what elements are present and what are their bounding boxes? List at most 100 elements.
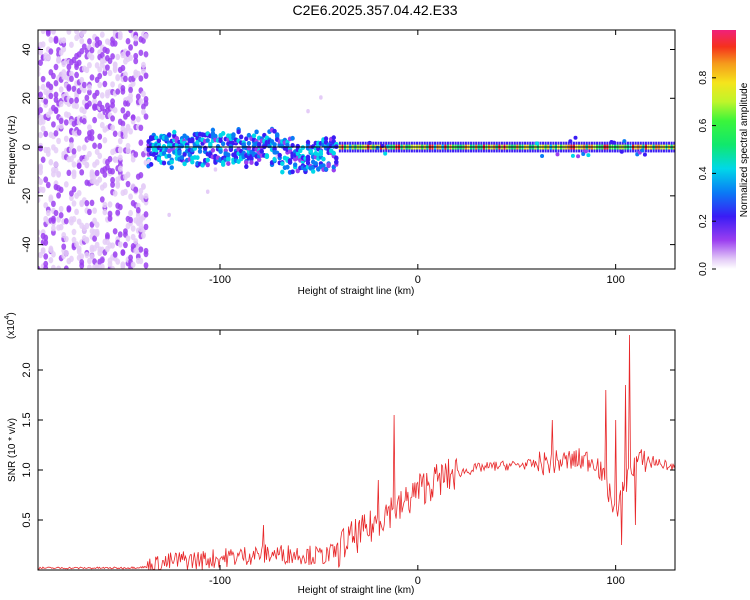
spectrogram-cell [117,231,123,238]
spectrogram-cell [53,147,59,154]
spectrogram-cell [182,151,187,157]
spectrogram-cell [110,265,115,269]
spectrogram-cell [38,196,41,204]
spectrogram-cell [97,72,103,80]
snr-frame [37,329,676,571]
spectrogram-cell [51,251,56,258]
spectrogram-cell [63,217,69,225]
spectrogram-cell [534,141,539,146]
spectrogram-cell [256,141,262,147]
spectrogram-cells [38,30,675,269]
spectrogram-cell [87,257,92,265]
spectrogram-cell [172,129,177,135]
spectrogram-cell [123,129,128,136]
spectrogram-cell [51,30,56,35]
spectrogram-cell [99,113,105,120]
spectrogram-cell [107,155,113,163]
spectrogram-cell [128,86,133,94]
spectrogram-cell [40,83,46,91]
spectrogram-cell [87,150,92,158]
spectrogram-cell [48,245,54,252]
spectrogram-cell [146,146,151,152]
spectrogram-cell [123,71,128,78]
spectrogram-cell [125,171,131,178]
spectrogram-cell [71,200,77,207]
spectrogram-cell [133,52,139,60]
y-tick-label: 20 [21,92,33,104]
spectrogram-cell [74,71,79,79]
spectrogram-cell [135,207,141,214]
spectrogram-cell [38,49,43,56]
svg-text:(x104): (x104) [4,312,17,339]
spectrogram-cell [640,148,645,153]
spectrogram-cell [56,56,61,63]
spectrogram-cell [45,150,51,157]
spectrogram-cell [138,222,144,229]
spectrogram-cell [285,142,290,148]
spectrogram-cell [125,110,131,118]
spectrogram-cell [141,61,146,69]
spectrogram-cell [133,57,139,65]
spectrogram-cell [56,137,61,145]
spectrogram-cell [197,145,203,151]
spectrogram-cell [66,83,72,91]
spectrogram-cell [53,106,59,114]
spectrogram-cell [143,250,149,258]
spectrogram-cell [251,133,257,139]
spectrogram-cell [69,70,74,78]
spectrogram-cell [92,98,97,105]
spectrogram-cell [133,151,139,158]
spectrogram-cell [102,208,108,216]
spectrogram-cell [99,121,105,129]
spectrogram-cell [573,135,578,140]
spectrogram-cell [38,70,41,77]
spectrogram-cell [177,149,182,155]
spectrogram-cell [120,64,126,72]
spectrogram-cell [305,154,311,160]
spectrogram-cell [43,239,49,246]
spectrogram-cell [94,228,100,236]
spectrogram-cell [120,85,126,92]
spectrogram-cell [112,40,118,47]
spectrogram-cell [117,241,123,248]
spectrogram-cell [94,241,100,249]
spectrogram-cell [38,229,41,236]
spectrogram-cell [277,152,282,158]
spectrogram-y-ticks: -40 -20 0 20 40 [21,43,675,253]
spectrogram-cell [102,80,108,88]
spectrogram-x-ticks: -100 0 100 [209,30,625,286]
spectrogram-cell [133,35,139,42]
spectrogram-cell [298,148,303,154]
spectrogram-cell [97,81,103,89]
chart-title: C2E6.2025.357.04.42.E33 [292,2,458,18]
spectrogram-cell [110,242,115,249]
spectrogram-cell [220,141,226,147]
spectrogram-cell [71,215,77,223]
spectrogram-cell [79,253,85,260]
spectrogram-cell [51,215,56,222]
spectrogram-cell [290,169,295,175]
spectrogram-cell [84,94,90,102]
snr-y-multiplier: (x104) [4,312,17,339]
y-tick-label: 1.5 [21,412,33,427]
spectrogram-cell [110,168,115,175]
spectrogram-cell [69,194,74,202]
spectrogram-cell [156,156,162,162]
spectrogram-cell [141,37,146,44]
spectrogram-cell [74,97,79,104]
spectrogram-cell [117,203,123,211]
spectrogram-cell [120,107,126,114]
spectrogram-cell [71,161,77,168]
spectrogram-cell [53,209,59,217]
spectrogram-cell [146,158,151,164]
spectrogram-cell [43,176,49,183]
y-tick-label: 40 [21,43,33,55]
spectrogram-cell [74,241,79,248]
spectrogram-cell [76,162,82,169]
spectrogram-cell [264,153,270,159]
spectrogram-cell [53,79,59,87]
spectrogram-cell [115,53,121,61]
spectrogram-cell [210,147,216,153]
spectrogram-cell [326,162,331,168]
spectrogram-cell [300,145,306,151]
